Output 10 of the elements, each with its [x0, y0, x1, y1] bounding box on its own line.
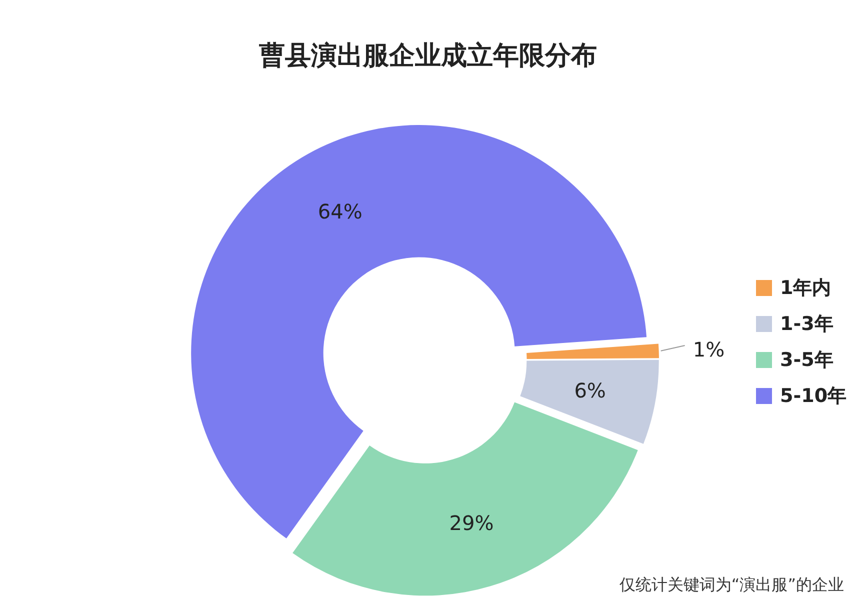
- text: 仅统计关键词为“演出服”的企业: [619, 575, 844, 594]
- legend-label: 1-3年: [780, 313, 834, 335]
- data-label: 29%: [449, 510, 494, 535]
- data-label: 1%: [692, 337, 725, 362]
- data-label: 6%: [574, 378, 606, 403]
- legend-label: 5-10年: [780, 385, 847, 407]
- legend-label: 3-5年: [780, 349, 834, 371]
- data-label: 64%: [318, 200, 362, 224]
- legend-label: 1年内: [780, 277, 832, 299]
- chart-title: 曹县演出服企业成立年限分布: [258, 41, 597, 71]
